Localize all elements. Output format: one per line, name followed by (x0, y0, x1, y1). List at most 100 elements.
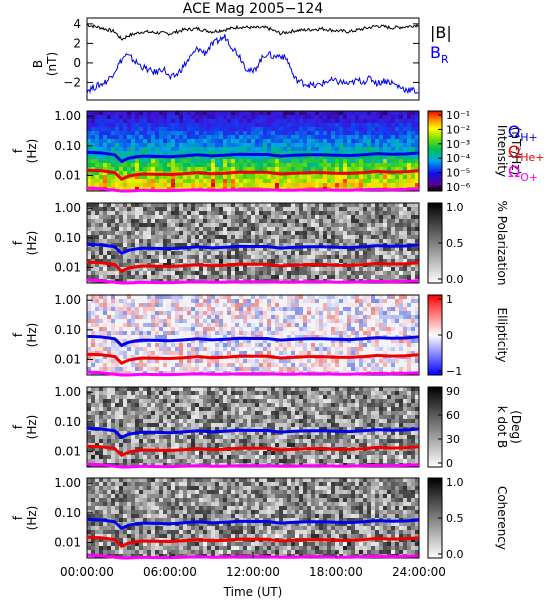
spectrogram-cell (111, 219, 116, 224)
spectrogram-cell (287, 183, 292, 188)
spectrogram-cell (311, 163, 316, 168)
spectrogram-cell (359, 343, 364, 348)
spectrogram-cell (307, 331, 312, 336)
spectrogram-cell (319, 251, 324, 256)
spectrogram-cell (187, 167, 192, 172)
spectrogram-cell (371, 351, 376, 356)
spectrogram-cell (395, 179, 400, 184)
spectrogram-cell (299, 223, 304, 228)
spectrogram-cell (359, 139, 364, 144)
spectrogram-cell (251, 183, 256, 188)
spectrogram-cell (315, 363, 320, 368)
spectrogram-cell (259, 215, 264, 220)
spectrogram-cell (299, 351, 304, 356)
spectrogram-cell (203, 331, 208, 336)
spectrogram-cell (279, 367, 284, 372)
spectrogram-cell (195, 319, 200, 324)
spectrogram-cell (347, 183, 352, 188)
spectrogram-cell (339, 351, 344, 356)
spectrogram-cell (123, 279, 128, 284)
spectrogram-cell (151, 231, 156, 236)
spectrogram-cell (375, 223, 380, 228)
spectrogram-cell (199, 343, 204, 348)
spectrogram-cell (347, 347, 352, 352)
spectrogram-cell (399, 147, 404, 152)
spectrogram-cell (87, 111, 92, 116)
spectrogram-cell (159, 227, 164, 232)
spectrogram-cell (255, 367, 260, 372)
spectrogram-cell (375, 167, 380, 172)
spectrogram-cell (239, 223, 244, 228)
spectrogram-cell (327, 339, 332, 344)
spectrogram-cell (143, 307, 148, 312)
spectrogram-cell (351, 251, 356, 256)
spectrogram-cell (187, 135, 192, 140)
spectrogram-cell (227, 227, 232, 232)
spectrogram-cell (227, 267, 232, 272)
spectrogram-cell (271, 327, 276, 332)
mag-y-tick-label: 2 (73, 36, 81, 50)
spectrogram-cell (279, 307, 284, 312)
spectrogram-cell (235, 163, 240, 168)
spectrogram-cell (223, 271, 228, 276)
spectrogram-cell (343, 131, 348, 136)
spectrogram-cell (87, 343, 92, 348)
spectrogram-cell (371, 363, 376, 368)
spectrogram-cell (127, 127, 132, 132)
spectrogram-cell (307, 115, 312, 120)
spectrogram-cell (187, 327, 192, 332)
mag-y-tick-label: −2 (63, 75, 81, 89)
spectrogram-cell (195, 271, 200, 276)
spectrogram-cell (207, 359, 212, 364)
spectrogram-cell (115, 299, 120, 304)
spectrogram-cell (99, 219, 104, 224)
spectrogram-cell (351, 331, 356, 336)
spectrogram-cell (179, 311, 184, 316)
spectrogram-cell (411, 227, 416, 232)
spectrogram-cell (327, 151, 332, 156)
spectrogram-cell (371, 159, 376, 164)
spectrogram-cell (135, 163, 140, 168)
spectrogram-cell (171, 347, 176, 352)
spectrogram-cell (267, 247, 272, 252)
spectrogram-cell (215, 227, 220, 232)
spectrogram-cell (319, 131, 324, 136)
spectrogram-cell (127, 355, 132, 360)
spectrogram-cell (139, 303, 144, 308)
spectrogram-cell (411, 135, 416, 140)
spectrogram-cell (131, 307, 136, 312)
spectrogram-cell (287, 311, 292, 316)
spectrogram-cell (215, 331, 220, 336)
spectrogram-cell (383, 127, 388, 132)
spectrogram-cell (247, 319, 252, 324)
spectrogram-cell (119, 239, 124, 244)
spectrogram-cell (215, 111, 220, 116)
spectrogram-cell (215, 127, 220, 132)
spectrogram-cell (403, 143, 408, 148)
spectrogram-cell (323, 215, 328, 220)
spectrogram-cell (119, 339, 124, 344)
spectrogram-cell (263, 135, 268, 140)
spectrogram-cell (299, 151, 304, 156)
spectrogram-cell (111, 367, 116, 372)
spectrogram-cell (99, 175, 104, 180)
spectrogram-cell (151, 299, 156, 304)
spectrogram-cell (331, 243, 336, 248)
spectrogram-cell (183, 163, 188, 168)
spectrogram-cell (275, 255, 280, 260)
spectrogram-cell (115, 319, 120, 324)
spectrogram-cell (219, 215, 224, 220)
spectrogram-cell (327, 135, 332, 140)
spectrogram-cell (371, 275, 376, 280)
spectrogram-cell (179, 219, 184, 224)
spectrogram-cell (187, 339, 192, 344)
spectrogram-cell (295, 235, 300, 240)
spectrogram-cell (199, 339, 204, 344)
spectrogram-cell (287, 347, 292, 352)
spectrogram-cell (191, 247, 196, 252)
spectrogram-cell (355, 115, 360, 120)
spectrogram-cell (351, 203, 356, 208)
spectrogram-cell (219, 219, 224, 224)
spectrogram-cell (147, 219, 152, 224)
spectrogram-cell (375, 363, 380, 368)
